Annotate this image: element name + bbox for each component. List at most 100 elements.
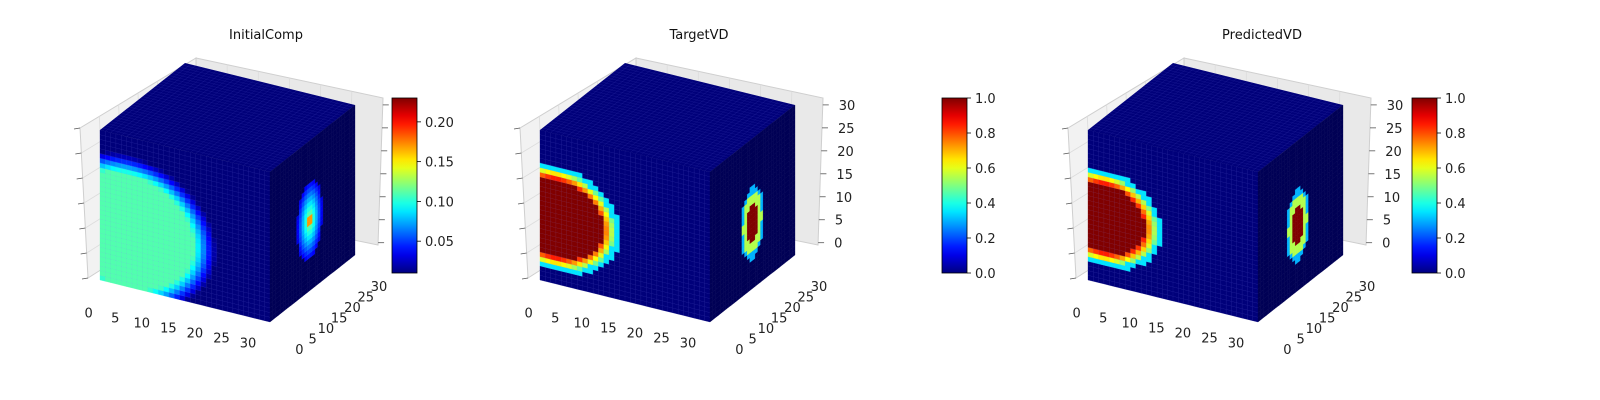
voxel-grid-line [113,119,284,162]
z-tick-label: 20 [837,145,854,160]
voxel-grid-line [142,73,228,141]
voxel-grid-line [131,104,302,148]
voxel-grid-line [147,92,318,135]
z-tick-mark [76,177,83,180]
voxel-grid-line [105,125,276,169]
z-tick-mark [1063,152,1070,155]
voxel-grid-line [163,78,249,146]
cube-top-face [100,63,355,172]
voxel-grid-line [110,121,281,164]
colorbar-tick-label: 0.4 [975,197,996,212]
voxel-grid-line [115,117,286,160]
voxel-grid-line [190,85,276,153]
z-tick-mark [80,252,87,255]
voxel-grid-line [232,95,318,164]
voxel-grid-line [253,100,340,169]
z-tick-mark [519,227,526,230]
voxel-grid-line [152,75,239,144]
voxel-grid-line [206,89,292,157]
y-tick-label: 30 [371,280,388,295]
x-tick-label: 10 [134,317,151,332]
z-tick-mark [515,152,522,155]
voxel-grid-line [169,75,340,118]
voxel-grid-line [137,71,223,140]
y-tick-label: 0 [295,343,303,358]
z-tick-mark [1061,127,1069,130]
x-tick-label: 10 [574,317,591,332]
x-tick-label: 20 [187,327,204,342]
voxel-grid-line [163,79,334,122]
z-tick-mark [1065,202,1073,205]
voxel-grid-line [259,102,345,170]
voxel-grid-line [176,69,348,112]
y-tick-label: 0 [735,343,743,358]
voxel-grid-line [168,79,255,148]
colorbar-tick-label: 0.05 [425,235,454,250]
colorbar [941,97,968,274]
voxel-grid-line [123,110,294,154]
x-tick-label: 15 [160,322,177,337]
colorbar-tick-label: 1.0 [975,92,996,107]
z-tick-mark [520,252,527,255]
voxel-grid-line [179,82,265,150]
voxel-grid-line [150,89,321,133]
voxel-grid-line [145,94,316,137]
x-tick-label: 5 [111,312,119,327]
voxel-grid-line [126,69,212,137]
z-tick-mark [1067,227,1074,230]
z-tick-label: 25 [838,122,855,137]
y-tick-label: 30 [811,280,828,295]
z-tick-mark [75,152,82,155]
voxel-grid-line [155,85,326,129]
z-tick-mark [517,202,525,205]
voxel-grid-line [121,113,292,156]
colorbar-tick-label: 0.2 [975,232,996,247]
z-tick-mark [516,177,523,180]
voxel-grid-line [102,127,273,171]
panel-title: PredictedVD [1222,28,1302,43]
z-tick-mark [1069,277,1077,280]
x-tick-label: 30 [240,336,257,351]
z-tick-label: 10 [836,191,853,206]
z-tick-label: 0 [834,237,842,252]
voxel-grid-line [158,77,244,145]
colorbar-tick-label: 0.0 [975,267,996,282]
x-tick-label: 0 [525,307,533,322]
voxel-grid-line [161,81,332,125]
voxel-grid-line [110,65,196,133]
y-tick-label: 5 [748,332,756,347]
colorbar-tick-label: 0.20 [425,116,454,131]
voxel-grid-line [137,100,308,143]
colorbar-tick-label: 0.15 [425,156,454,171]
panel-title: TargetVD [668,28,728,43]
voxel-grid-line [182,64,353,108]
colorbar-tick-label: 0.10 [425,195,454,210]
voxel-grid-line [264,103,350,171]
x-tick-label: 5 [551,312,559,327]
z-tick-mark [79,227,86,230]
z-tick-label: 15 [836,168,853,183]
voxel-grid-line [118,115,289,158]
voxel-grid-line [174,71,345,114]
z-tick-label: 5 [835,214,843,229]
voxel-grid-line [139,98,310,141]
z-tick-mark [77,202,85,205]
y-tick-label: 5 [308,332,316,347]
x-tick-label: 15 [600,322,617,337]
voxel-grid-line [211,90,297,158]
x-tick-label: 20 [627,327,644,342]
panel-title: InitialComp [229,28,303,43]
voxel-grid-line [129,106,300,150]
voxel-grid-line [200,87,287,156]
voxel-grid-line [126,108,297,152]
x-tick-label: 30 [680,336,697,351]
voxel-grid-line [131,70,218,139]
voxel-grid-line [222,92,308,161]
voxel-grid-line [227,94,313,162]
voxel-grid-line [216,91,303,160]
voxel-grid-line [115,66,202,135]
z-tick-mark [73,127,81,130]
